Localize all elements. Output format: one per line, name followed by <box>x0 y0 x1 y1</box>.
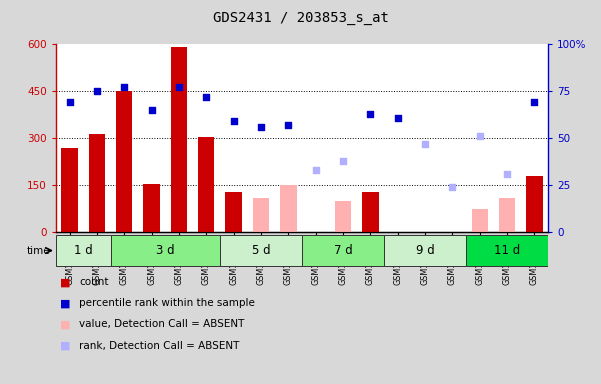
Point <box>475 133 484 139</box>
Point <box>448 184 457 190</box>
Bar <box>61 147 78 232</box>
Bar <box>171 47 187 232</box>
Point <box>338 158 348 164</box>
Point <box>229 118 239 124</box>
Text: ■: ■ <box>60 277 70 287</box>
Point <box>529 99 539 106</box>
Text: 11 d: 11 d <box>494 244 520 257</box>
Point <box>365 111 375 117</box>
Text: ■: ■ <box>60 298 70 308</box>
Text: time: time <box>27 245 50 256</box>
Point <box>201 94 211 100</box>
Point <box>174 84 184 91</box>
Bar <box>253 198 269 232</box>
Point <box>256 124 266 130</box>
FancyBboxPatch shape <box>384 235 466 266</box>
Bar <box>144 184 160 232</box>
Point <box>420 141 430 147</box>
FancyBboxPatch shape <box>56 235 111 266</box>
FancyBboxPatch shape <box>302 235 384 266</box>
Point <box>147 107 156 113</box>
Bar <box>335 201 351 232</box>
Text: ■: ■ <box>60 319 70 329</box>
FancyBboxPatch shape <box>111 235 220 266</box>
Bar <box>198 137 215 232</box>
Bar <box>526 176 543 232</box>
Text: rank, Detection Call = ABSENT: rank, Detection Call = ABSENT <box>79 341 240 351</box>
FancyBboxPatch shape <box>466 235 548 266</box>
Text: 3 d: 3 d <box>156 244 174 257</box>
Text: GDS2431 / 203853_s_at: GDS2431 / 203853_s_at <box>213 11 388 25</box>
Text: ■: ■ <box>60 341 70 351</box>
Point <box>65 99 75 106</box>
Text: 9 d: 9 d <box>416 244 435 257</box>
Text: percentile rank within the sample: percentile rank within the sample <box>79 298 255 308</box>
Bar <box>89 134 105 232</box>
Text: 1 d: 1 d <box>74 244 93 257</box>
Text: 5 d: 5 d <box>252 244 270 257</box>
Text: count: count <box>79 277 109 287</box>
Point <box>311 167 320 173</box>
FancyBboxPatch shape <box>220 235 302 266</box>
Bar <box>499 198 515 232</box>
Point <box>502 171 512 177</box>
Point <box>284 122 293 128</box>
Point <box>92 88 102 94</box>
Text: value, Detection Call = ABSENT: value, Detection Call = ABSENT <box>79 319 245 329</box>
Bar <box>362 192 379 232</box>
Bar <box>280 185 296 232</box>
Point <box>120 84 129 91</box>
Bar <box>225 192 242 232</box>
Point <box>393 114 403 121</box>
Bar <box>116 91 132 232</box>
Text: 7 d: 7 d <box>334 244 352 257</box>
Bar <box>472 209 488 232</box>
